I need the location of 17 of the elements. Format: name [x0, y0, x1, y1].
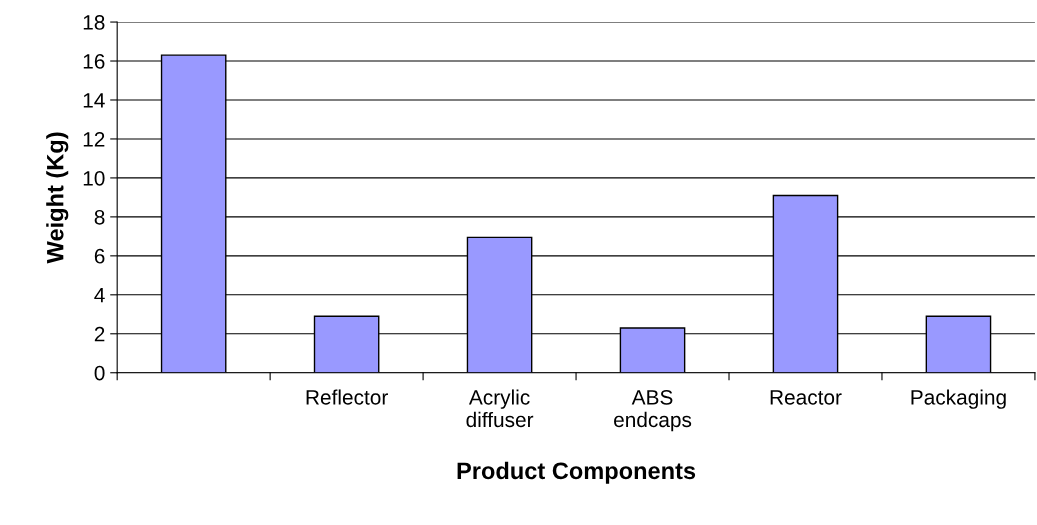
y-tick-label: 6 — [94, 248, 105, 264]
y-tick-label: 2 — [94, 326, 105, 342]
x-axis-title: Product Components — [457, 461, 696, 484]
y-tick-label: 4 — [94, 288, 105, 303]
y-tick-label: 18 — [83, 15, 105, 30]
y-tick-label: 12 — [83, 131, 105, 147]
y-tick-label: 8 — [94, 209, 105, 225]
y-tick-label: 14 — [83, 93, 105, 108]
y-tick-label: 0 — [94, 365, 105, 381]
x-tick-label: Reactor — [770, 390, 842, 405]
y-tick-label: 16 — [83, 54, 105, 69]
x-tick-label: Reflector — [306, 389, 388, 405]
x-tick-label: ABS endcaps — [614, 389, 692, 432]
x-tick-label: Packaging — [911, 389, 1006, 409]
x-tick-label: Acrylic diffuser — [466, 389, 534, 428]
y-axis-title: Weight (Kg) — [46, 132, 69, 264]
y-tick-label: 10 — [83, 170, 105, 186]
